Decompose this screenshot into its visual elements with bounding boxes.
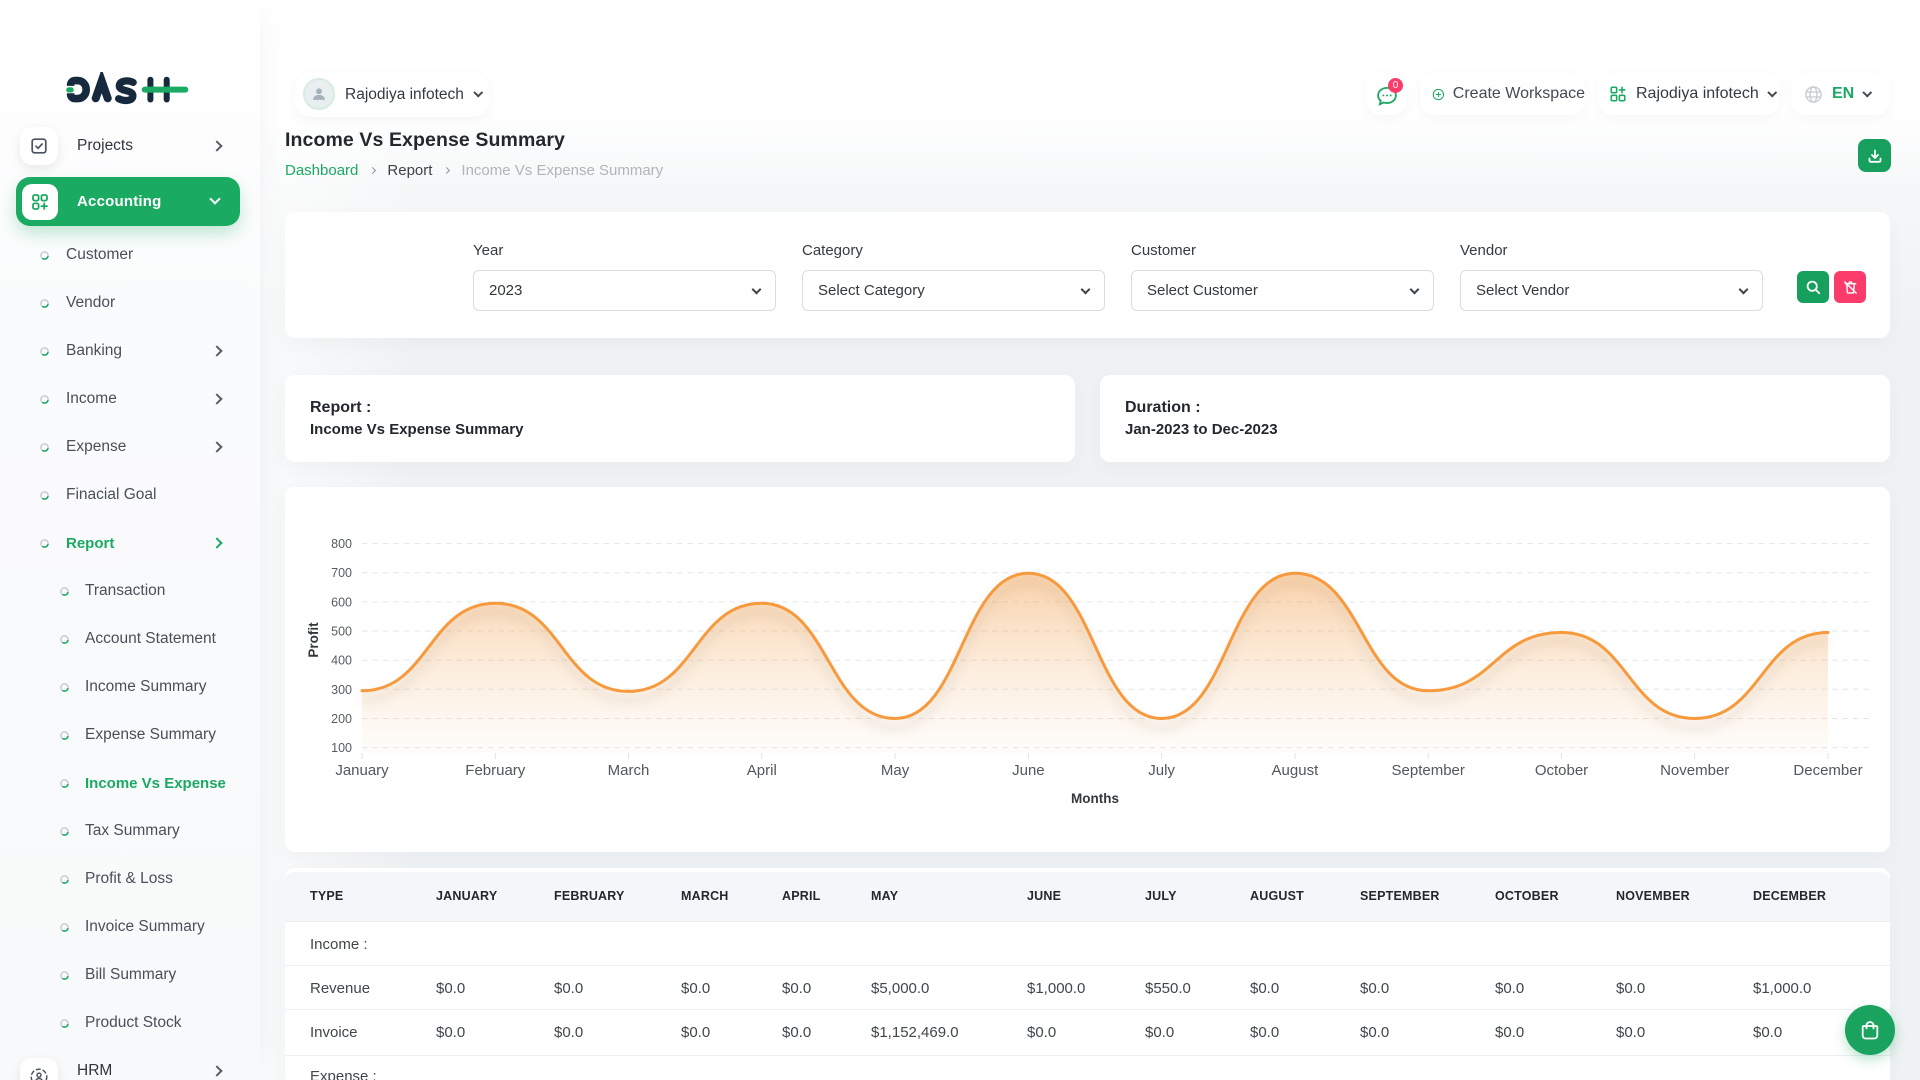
svg-text:500: 500 [331, 625, 352, 639]
svg-text:June: June [1012, 762, 1045, 779]
svg-text:800: 800 [331, 537, 352, 551]
svg-text:July: July [1148, 762, 1175, 779]
svg-text:October: October [1535, 762, 1588, 779]
svg-text:200: 200 [331, 712, 352, 726]
svg-text:April: April [747, 762, 777, 779]
svg-text:Months: Months [1071, 791, 1119, 806]
svg-text:May: May [881, 762, 910, 779]
svg-text:Profit: Profit [306, 622, 321, 658]
svg-text:January: January [335, 762, 389, 779]
svg-text:February: February [465, 762, 526, 779]
svg-text:700: 700 [331, 566, 352, 580]
svg-text:100: 100 [331, 741, 352, 755]
svg-text:March: March [608, 762, 650, 779]
svg-text:300: 300 [331, 683, 352, 697]
svg-text:600: 600 [331, 595, 352, 609]
svg-text:December: December [1793, 762, 1862, 779]
svg-text:400: 400 [331, 654, 352, 668]
svg-text:September: September [1392, 762, 1465, 779]
svg-text:November: November [1660, 762, 1729, 779]
svg-text:August: August [1272, 762, 1320, 779]
